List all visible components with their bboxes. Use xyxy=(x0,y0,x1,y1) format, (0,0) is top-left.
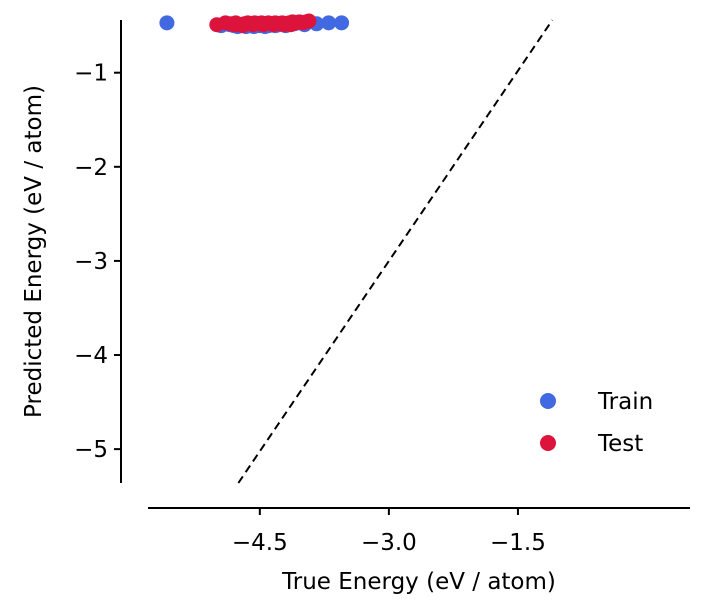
legend-marker-train xyxy=(540,393,556,409)
data-point-train xyxy=(321,15,337,31)
y-tick-label: −3 xyxy=(74,249,108,275)
legend: Train Test xyxy=(540,389,653,457)
y-tick-label: −5 xyxy=(74,437,108,463)
data-point-test xyxy=(255,17,271,33)
x-tick-label: −1.5 xyxy=(490,530,546,556)
data-points xyxy=(159,13,350,35)
reference-line xyxy=(237,19,554,484)
y-axis-label: Predicted Energy (eV / atom) xyxy=(21,85,47,418)
y-axis-ticks: −5 −4 −3 −2 −1 xyxy=(74,61,121,463)
data-point-train xyxy=(334,15,350,31)
data-point-test xyxy=(266,17,282,33)
legend-label-train: Train xyxy=(597,389,653,415)
legend-marker-test xyxy=(540,435,556,451)
x-axis-label: True Energy (eV / atom) xyxy=(281,569,556,595)
y-tick-label: −2 xyxy=(74,155,108,181)
x-tick-label: −3.0 xyxy=(361,530,417,556)
x-tick-label: −4.5 xyxy=(232,530,288,556)
y-tick-label: −4 xyxy=(74,343,108,369)
legend-label-test: Test xyxy=(597,431,643,457)
x-axis-ticks: −4.5 −3.0 −1.5 xyxy=(232,508,546,556)
y-tick-label: −1 xyxy=(74,61,108,87)
data-point-test xyxy=(283,17,299,33)
data-point-test xyxy=(301,13,317,29)
data-point-train xyxy=(159,15,175,31)
data-point-test xyxy=(245,17,261,33)
